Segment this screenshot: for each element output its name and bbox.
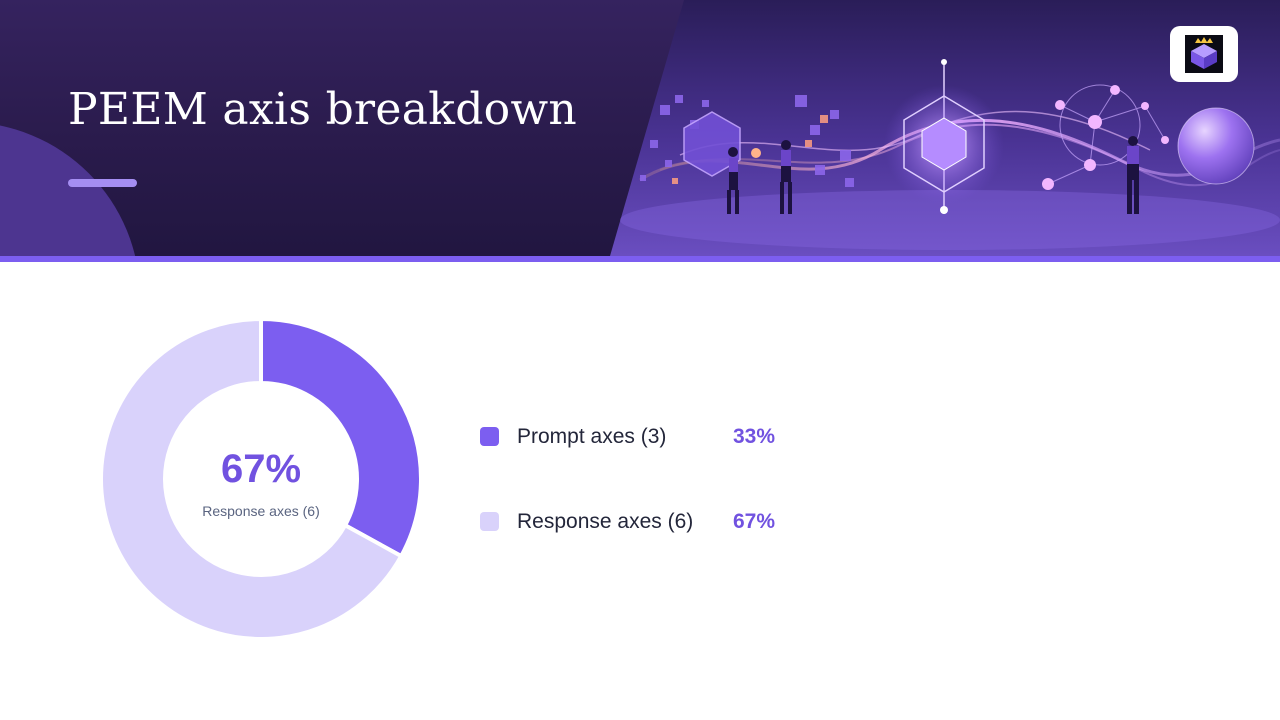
- crowned-cube-logo-icon: [1185, 35, 1223, 73]
- legend-swatch: [480, 512, 499, 531]
- legend-item-response-axes: Response axes (6) 67%: [480, 507, 820, 537]
- header-accent-stripe: [0, 256, 1280, 262]
- donut-center-value: 67%: [220, 447, 302, 491]
- page-title: PEEM axis breakdown: [68, 84, 578, 135]
- slide-header: PEEM axis breakdown: [0, 0, 1280, 256]
- legend-value: 67%: [733, 510, 776, 533]
- legend-item-prompt-axes: Prompt axes (3) 33%: [480, 422, 820, 452]
- header-illustration: [610, 0, 1280, 256]
- donut-slice-prompt-axes: [259, 316, 423, 559]
- legend-label: Response axes (6): [517, 510, 694, 533]
- logo-badge: [1170, 26, 1238, 82]
- title-underline: [68, 179, 137, 187]
- legend-swatch: [480, 427, 499, 446]
- donut-slice-response-axes: [99, 316, 404, 641]
- donut-chart: [99, 316, 423, 641]
- legend-label: Prompt axes (3): [517, 425, 667, 448]
- donut-center-label: Response axes (6): [202, 503, 320, 519]
- legend-value: 33%: [733, 425, 776, 448]
